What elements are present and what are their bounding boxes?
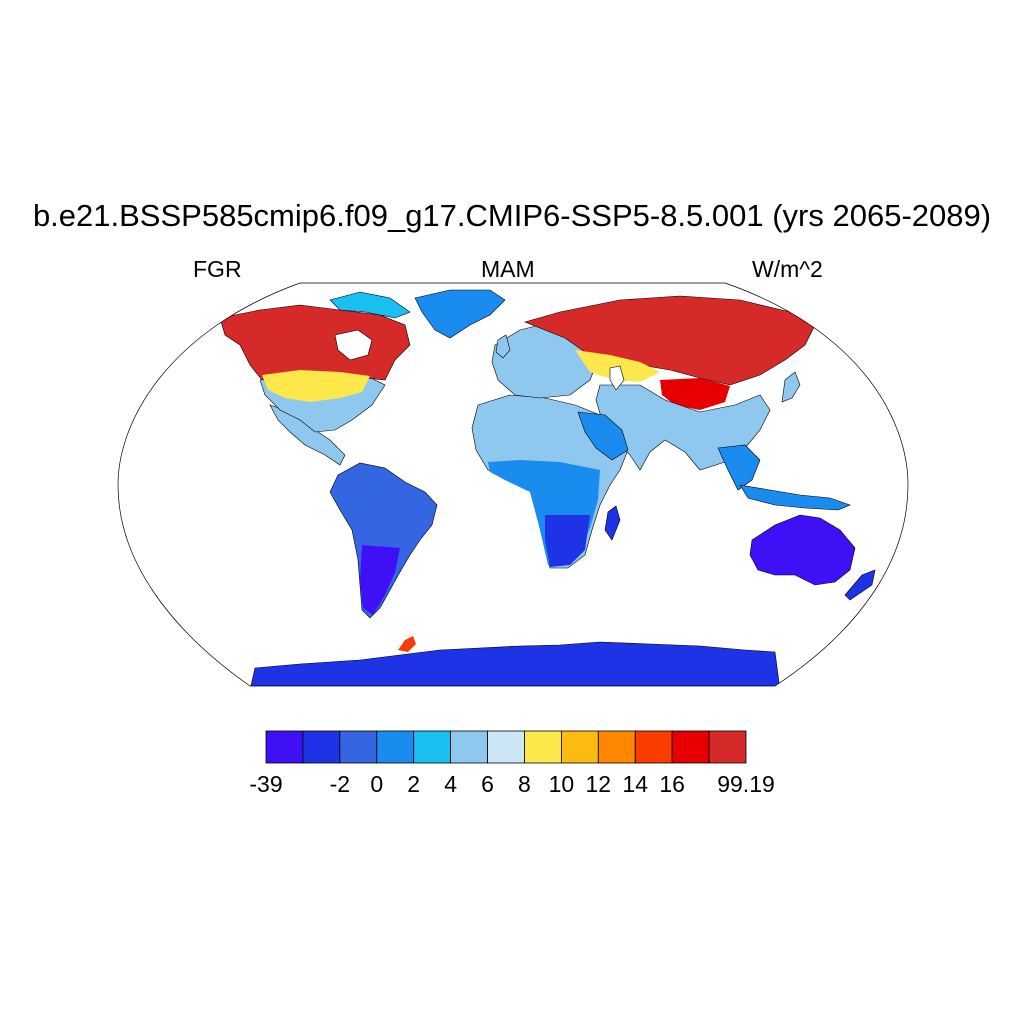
units-label: W/m^2 bbox=[752, 256, 823, 282]
new-zealand bbox=[844, 569, 876, 601]
japan bbox=[781, 371, 801, 403]
colorbar-label: 4 bbox=[444, 771, 458, 797]
colorbar-swatch bbox=[265, 730, 304, 764]
colorbar-label: 12 bbox=[585, 771, 612, 797]
canada-arctic bbox=[329, 291, 411, 319]
colorbar-swatch bbox=[597, 730, 636, 764]
colorbar-label: 16 bbox=[659, 771, 685, 797]
hudson-bay bbox=[334, 329, 373, 361]
antarctica bbox=[249, 641, 781, 686]
colorbar-swatch bbox=[671, 730, 710, 764]
caspian-sea bbox=[609, 365, 625, 391]
colorbar-label: 2 bbox=[407, 771, 421, 797]
colorbar-swatch bbox=[450, 730, 488, 764]
greenland bbox=[414, 289, 506, 339]
south-america-south bbox=[360, 545, 400, 615]
colorbar-label: 6 bbox=[481, 771, 494, 797]
australia bbox=[749, 514, 856, 586]
colorbar-label: 10 bbox=[548, 771, 575, 797]
africa-tip bbox=[545, 515, 590, 567]
antarctica-peninsula bbox=[398, 636, 416, 652]
variable-label: FGR bbox=[193, 256, 242, 282]
map-border bbox=[117, 282, 909, 687]
season-label: MAM bbox=[481, 256, 535, 282]
north-america-band bbox=[262, 370, 370, 402]
colorbar-swatch bbox=[413, 730, 452, 764]
colorbar bbox=[265, 730, 747, 764]
tibet bbox=[660, 378, 730, 410]
arabia bbox=[577, 411, 629, 461]
colorbar-swatch bbox=[634, 730, 673, 764]
colorbar-swatch bbox=[376, 730, 415, 764]
colorbar-swatch bbox=[339, 730, 378, 764]
colorbar-swatch bbox=[560, 730, 599, 764]
colorbar-label: -39 bbox=[249, 771, 283, 797]
colorbar-swatch bbox=[524, 730, 562, 764]
colorbar-swatch bbox=[708, 730, 747, 764]
south-america bbox=[329, 462, 438, 619]
colorbar-swatch bbox=[487, 730, 525, 764]
colorbar-label: 14 bbox=[622, 771, 649, 797]
map-title: b.e21.BSSP585cmip6.f09_g17.CMIP6-SSP5-8.… bbox=[32, 198, 992, 233]
indochina bbox=[717, 444, 761, 491]
uk bbox=[495, 334, 511, 359]
colorbar-label: 99.19 bbox=[717, 771, 775, 797]
madagascar bbox=[604, 505, 621, 541]
indonesia bbox=[739, 484, 851, 511]
eurasia-band bbox=[575, 350, 660, 382]
colorbar-label: 8 bbox=[518, 771, 531, 797]
colorbar-label: 0 bbox=[370, 771, 384, 797]
north-america bbox=[219, 304, 411, 381]
colorbar-label: -2 bbox=[329, 771, 351, 797]
colorbar-swatch bbox=[302, 730, 341, 764]
